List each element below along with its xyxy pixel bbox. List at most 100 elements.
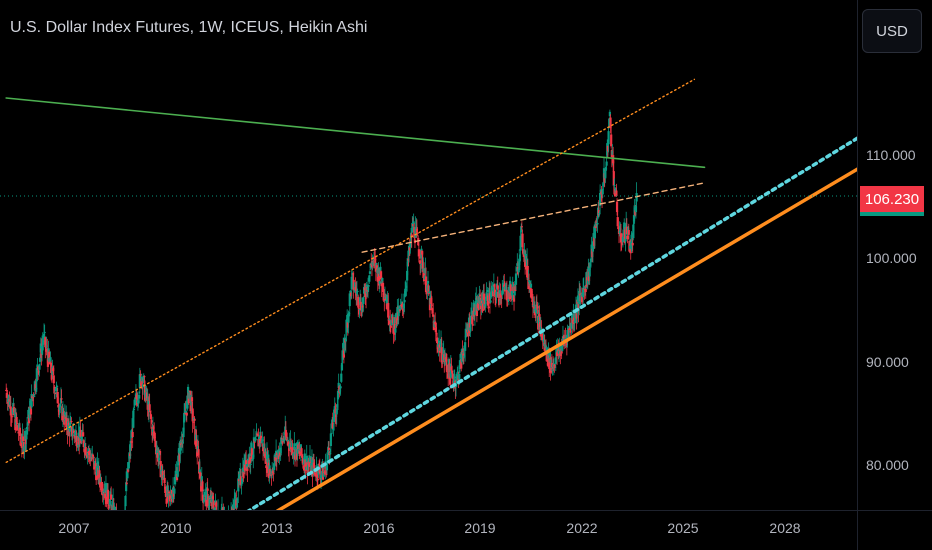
candle-body	[22, 436, 25, 442]
candle-body	[419, 263, 422, 265]
candle-body	[254, 438, 257, 440]
y-tick-label: 100.000	[866, 250, 917, 266]
candle-body	[368, 275, 371, 282]
candle-body	[494, 289, 497, 296]
currency-button[interactable]: USD	[862, 9, 922, 53]
candle-body	[176, 470, 179, 477]
candle-body	[318, 467, 321, 474]
candle-body	[139, 374, 142, 376]
candle-body	[118, 522, 120, 523]
candle-body	[209, 496, 213, 498]
candle-body	[138, 394, 141, 399]
candle-body	[146, 398, 149, 400]
candle-body	[158, 451, 162, 453]
candle-body	[223, 513, 225, 516]
candle-body	[613, 185, 616, 187]
candle-body	[406, 258, 409, 267]
candle-body	[512, 286, 515, 292]
candle-body	[20, 441, 23, 447]
candle-body	[495, 291, 498, 298]
candle-body	[517, 268, 520, 273]
candle-body	[115, 513, 117, 524]
candle-body	[148, 404, 151, 411]
candle-body	[222, 514, 224, 517]
candle-body	[417, 249, 420, 257]
candle-body	[119, 523, 121, 525]
candle-body	[64, 414, 67, 419]
candle-body	[159, 461, 162, 478]
candle-body	[235, 505, 239, 508]
candle-body	[241, 481, 244, 484]
candle-body	[254, 438, 257, 442]
candle-body	[299, 444, 302, 452]
candle-body	[126, 468, 129, 479]
candle-body	[67, 421, 70, 431]
candle-body	[251, 458, 254, 460]
candle-body	[313, 467, 316, 469]
candle-body	[177, 455, 180, 466]
candle-body	[386, 295, 389, 305]
candle-body	[183, 411, 186, 413]
candle-body	[615, 201, 619, 213]
candle-body	[337, 382, 340, 389]
candle-body	[50, 375, 53, 380]
candle-body	[361, 304, 364, 313]
candle-body	[497, 291, 500, 298]
candle-body	[306, 464, 310, 471]
candle-body	[192, 421, 195, 423]
candle-body	[444, 354, 447, 358]
candle-body	[48, 360, 51, 365]
candle-body	[361, 305, 364, 308]
candle-body	[523, 249, 526, 255]
candle-body	[448, 363, 451, 372]
candle-body	[403, 299, 406, 303]
candle-body	[477, 302, 480, 309]
candle-body	[286, 438, 289, 442]
candle-body	[221, 509, 224, 510]
candle-body	[128, 453, 132, 456]
candle-body	[302, 462, 305, 464]
candle-body	[511, 284, 514, 289]
candle-body	[552, 367, 555, 369]
candle-body	[124, 512, 126, 515]
candle-body	[445, 357, 448, 362]
candle-body	[385, 299, 388, 301]
candle-body	[493, 284, 496, 287]
candle-body	[515, 267, 518, 272]
candle-body	[578, 290, 581, 305]
candle-body	[295, 443, 298, 447]
candle-body	[303, 465, 306, 471]
candle-body	[550, 362, 553, 370]
candle-body	[108, 506, 111, 509]
candle-body	[185, 412, 188, 416]
candle-body	[295, 449, 299, 460]
candle-body	[121, 533, 123, 538]
candle-body	[289, 439, 292, 443]
candle-body	[116, 515, 118, 520]
candle-body	[252, 437, 256, 449]
candle-body	[111, 501, 114, 510]
candle-body	[577, 301, 580, 312]
candle-body	[378, 273, 381, 286]
candle-body	[134, 397, 137, 399]
candle-body	[592, 233, 595, 239]
candle-body	[54, 392, 57, 394]
candle-body	[545, 346, 548, 351]
candle-body	[303, 453, 306, 465]
candle-body	[90, 458, 93, 460]
candle-body	[567, 328, 570, 330]
candle-body	[107, 503, 110, 507]
candle-body	[505, 284, 508, 286]
candle-body	[39, 357, 42, 362]
candle-body	[224, 518, 226, 529]
candle-body	[252, 454, 255, 458]
candle-body	[112, 498, 115, 501]
candle-body	[555, 351, 559, 357]
candle-body	[546, 352, 549, 362]
candle-body	[50, 362, 53, 373]
candle-body	[80, 436, 83, 441]
candle-body	[288, 444, 291, 449]
candle-body	[397, 308, 400, 317]
